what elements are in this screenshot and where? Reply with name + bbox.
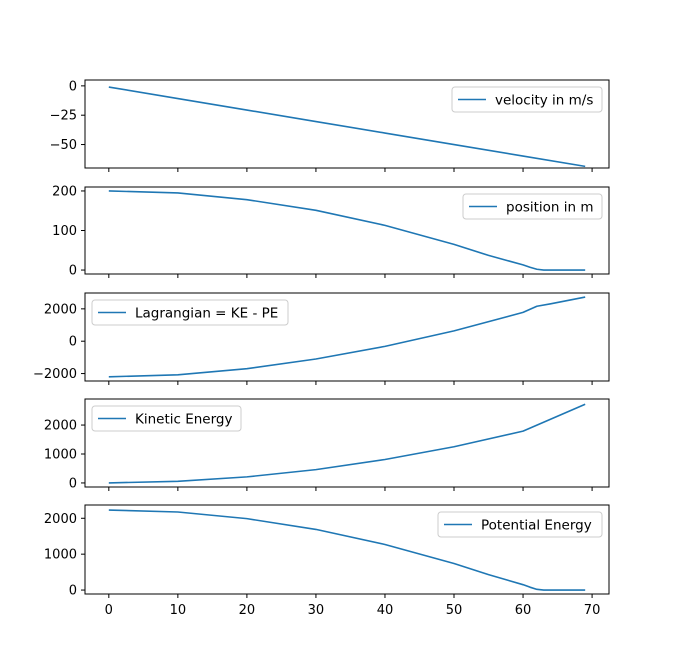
axes-frame	[84, 292, 610, 382]
legend-label: Kinetic Energy	[135, 412, 233, 428]
series-line	[108, 403, 586, 484]
y-tick-label: 100	[52, 224, 77, 239]
y-tick-label: −2000	[33, 367, 77, 382]
legend-box	[451, 86, 603, 113]
legend: velocity in m/s	[451, 86, 603, 113]
y-tick-label: 1000	[44, 448, 77, 463]
y-tick-label: −25	[50, 109, 77, 124]
legend: Potential Energy	[437, 511, 603, 538]
x-tick-label: 40	[377, 603, 394, 618]
legend-box	[462, 193, 603, 220]
x-tick-label: 10	[170, 603, 187, 618]
axes-frame	[84, 504, 610, 595]
series-line	[108, 296, 586, 378]
series-line	[108, 509, 586, 591]
legend-label: position in m	[506, 200, 594, 216]
y-tick-label: 0	[69, 335, 77, 350]
y-tick-label: 0	[69, 79, 77, 94]
legend: Lagrangian = KE - PE	[91, 299, 289, 326]
subplot-2: 200 100 0 position in m	[52, 184, 610, 279]
y-tick-label: 2000	[44, 302, 77, 317]
legend-label: velocity in m/s	[495, 93, 593, 109]
x-tick-label: 0	[105, 603, 113, 618]
series-line	[108, 190, 586, 271]
series-line	[108, 86, 586, 168]
legend-label: Potential Energy	[481, 518, 592, 534]
legend: Kinetic Energy	[91, 405, 242, 432]
y-tick-label: 200	[52, 184, 77, 199]
subplot-5: 2000 1000 0 0 10 20 30 40 50 60 70 Potential Energy	[44, 504, 610, 618]
y-tick-label: 0	[69, 264, 77, 279]
subplot-3: 2000 0 −2000 Lagrangian = KE - PE	[33, 292, 610, 385]
legend-box	[437, 511, 603, 538]
x-tick-label: 30	[308, 603, 325, 618]
axes-frame	[84, 398, 610, 488]
x-tick-label: 60	[515, 603, 532, 618]
axes-frame	[84, 79, 610, 169]
subplot-1: 0 −25 −50 velocity in m/s	[50, 79, 610, 172]
x-tick-label: 50	[446, 603, 463, 618]
y-tick-label: 0	[69, 584, 77, 599]
y-tick-label: 1000	[44, 548, 77, 563]
x-tick-label: 70	[584, 603, 601, 618]
y-tick-label: 0	[69, 476, 77, 491]
y-tick-label: 2000	[44, 512, 77, 527]
axes-frame	[84, 186, 610, 275]
subplot-4: 2000 1000 0 Kinetic Energy	[44, 398, 610, 491]
legend-label: Lagrangian = KE - PE	[135, 306, 278, 322]
x-tick-label: 20	[239, 603, 256, 618]
y-tick-label: 2000	[44, 419, 77, 434]
y-tick-label: −50	[50, 138, 77, 153]
legend-box	[91, 405, 242, 432]
legend: position in m	[462, 193, 603, 220]
legend-box	[91, 299, 289, 326]
